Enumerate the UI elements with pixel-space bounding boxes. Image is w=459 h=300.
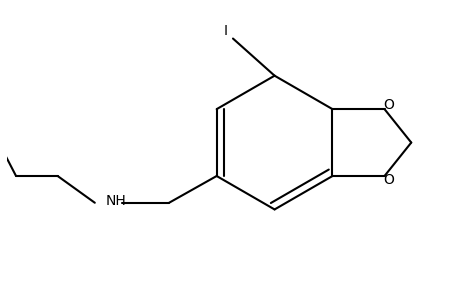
Text: NH: NH xyxy=(105,194,126,208)
Text: O: O xyxy=(383,173,393,188)
Text: O: O xyxy=(383,98,393,112)
Text: I: I xyxy=(223,24,227,38)
